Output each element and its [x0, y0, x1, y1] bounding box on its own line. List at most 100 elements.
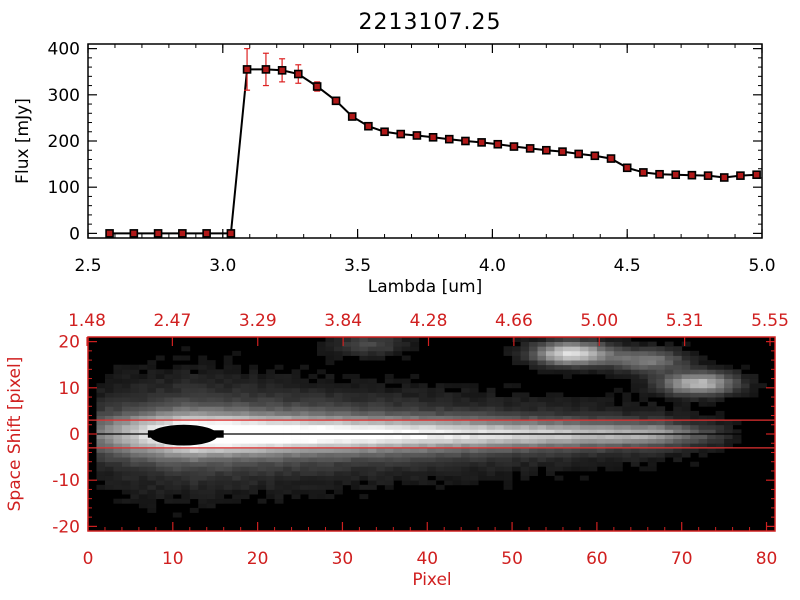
image-pixel	[283, 438, 292, 444]
image-pixel	[579, 346, 589, 352]
image-pixel	[274, 452, 284, 458]
image-pixel	[291, 378, 301, 384]
image-pixel	[520, 461, 530, 467]
image-pixel	[317, 350, 326, 356]
image-pixel	[121, 498, 131, 504]
image-pixel	[605, 415, 615, 421]
image-pixel	[283, 397, 292, 403]
image-pixel	[376, 346, 386, 352]
image-pixel	[656, 434, 666, 440]
image-pixel	[308, 443, 318, 449]
image-pixel	[172, 443, 182, 449]
image-pixel	[656, 355, 666, 361]
image-pixel	[291, 410, 301, 416]
image-pixel	[257, 392, 267, 398]
image-pixel	[308, 461, 318, 467]
image-pixel	[571, 401, 581, 407]
image-pixel	[198, 364, 208, 370]
image-pixel	[579, 434, 589, 440]
image-pixel	[333, 424, 343, 430]
image-pixel	[350, 406, 360, 412]
image-pixel	[164, 397, 174, 403]
image-pixel	[155, 475, 165, 481]
image-pixel	[198, 503, 208, 509]
image-pixel	[630, 447, 640, 453]
image-pixel	[537, 461, 547, 467]
image-pixel	[435, 470, 445, 476]
image-pixel	[300, 447, 309, 453]
image-pixel	[359, 378, 369, 384]
image-pixel	[376, 387, 386, 393]
image-pixel	[138, 470, 148, 476]
image-pixel	[232, 438, 242, 444]
image-pixel	[274, 494, 284, 500]
image-pixel	[121, 480, 131, 486]
image-pixel	[503, 457, 513, 463]
image-pixel	[622, 424, 632, 430]
image-pixel	[367, 350, 377, 356]
spectrum-data-point	[574, 149, 583, 159]
image-pixel	[656, 383, 666, 389]
image-pixel	[181, 383, 191, 389]
image-pixel	[342, 466, 352, 472]
image-pixel	[333, 466, 343, 472]
spectrum-y-axis-label: Flux [mJy]	[13, 98, 33, 184]
image-pixel	[325, 350, 335, 356]
image-pixel	[605, 341, 615, 347]
image-pixel	[579, 397, 589, 403]
image-pixel	[444, 452, 454, 458]
image-pixel	[673, 424, 683, 430]
image-pixel	[681, 360, 691, 366]
image-pixel	[113, 364, 123, 370]
image-pixel	[537, 406, 547, 412]
image-pixel	[317, 434, 326, 440]
image-pixel	[215, 489, 225, 495]
image-pixel	[274, 397, 284, 403]
image-pixel	[664, 424, 674, 430]
image-pixel	[461, 424, 471, 430]
spectrum-data-point	[736, 171, 745, 180]
image-pixel	[444, 429, 454, 435]
image-pixel	[596, 369, 606, 375]
image-pixel	[554, 443, 564, 449]
image-pixel	[283, 466, 292, 472]
image-pixel	[512, 383, 521, 389]
image-pixel	[562, 447, 572, 453]
image-pixel	[325, 424, 335, 430]
image-pixel	[418, 420, 428, 426]
spectrum-plot-frame	[87, 43, 763, 239]
image-pixel	[121, 438, 131, 444]
image-pixel	[664, 452, 674, 458]
image-pixel	[698, 452, 708, 458]
image-pixel	[249, 434, 259, 440]
image-pixel	[673, 438, 683, 444]
image-pixel	[249, 466, 259, 472]
image-pixel	[147, 383, 157, 389]
image-pixel	[520, 346, 530, 352]
image-pixel	[333, 415, 343, 421]
image-pixel	[613, 360, 623, 366]
image-pixel	[155, 470, 165, 476]
image-pixel	[529, 470, 538, 476]
image-pixel	[325, 447, 335, 453]
image-pixel	[673, 364, 683, 370]
image-pixel	[164, 387, 174, 393]
image-pixel	[546, 346, 555, 352]
image-pixel	[172, 401, 182, 407]
image-pixel	[639, 383, 649, 389]
image-pixel	[639, 429, 649, 435]
image-pixel	[359, 410, 369, 416]
image-pixel	[181, 397, 191, 403]
image-pixel	[376, 420, 386, 426]
image-pixel	[198, 369, 208, 375]
image-pixel	[681, 424, 691, 430]
image-pixel	[529, 429, 538, 435]
image-pixel	[274, 470, 284, 476]
image-pixel	[308, 466, 318, 472]
image-pixel	[486, 410, 496, 416]
image-pixel	[350, 346, 360, 352]
image-pixel	[283, 387, 292, 393]
image-pixel	[724, 443, 733, 449]
image-pixel	[452, 392, 462, 398]
image-pixel	[138, 378, 148, 384]
